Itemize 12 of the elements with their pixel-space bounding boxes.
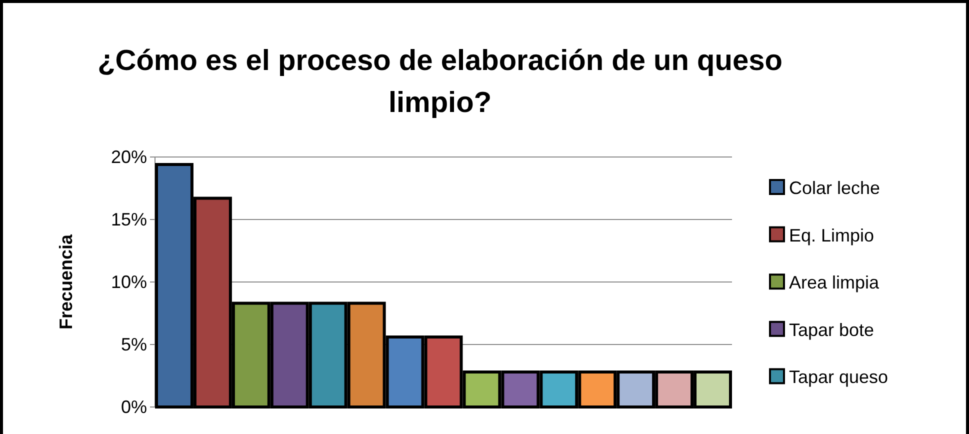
y-tick-label: 0% [120,396,147,417]
legend-label: Tapar bote [789,320,874,340]
legend-label: Colar leche [789,178,880,198]
legend-label: Eq. Limpio [789,225,874,246]
y-tick-label: 10% [110,272,147,292]
legend-label: Tapar queso [789,367,888,388]
y-axis-title: Frecuencia [56,233,76,330]
y-tick-label: 5% [120,334,147,354]
y-tick-label: 15% [110,209,147,230]
y-tick-label: 20% [110,146,147,167]
legend-label: Area limpia [789,272,880,293]
chart-title: ¿Cómo es el proceso de elaboración de un queso limpio? [98,45,782,119]
